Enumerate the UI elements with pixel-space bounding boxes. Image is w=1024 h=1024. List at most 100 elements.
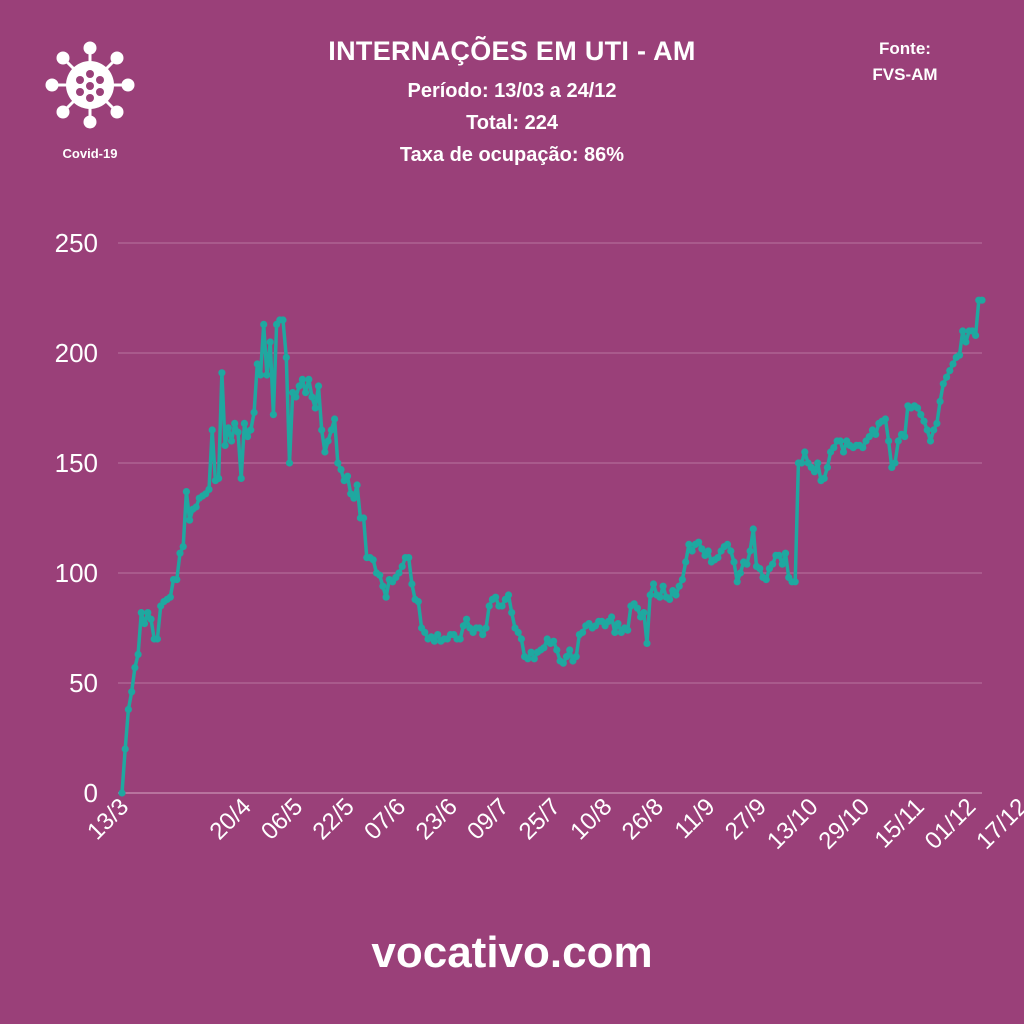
data-point xyxy=(978,296,986,304)
data-point xyxy=(562,653,571,661)
data-point xyxy=(305,375,313,383)
x-tick-label: 11/9 xyxy=(670,793,721,844)
source-name: FVS-AM xyxy=(872,65,938,84)
data-point xyxy=(492,593,500,601)
data-point xyxy=(131,664,139,672)
data-point xyxy=(891,459,899,467)
data-point xyxy=(250,408,258,416)
data-point xyxy=(192,503,200,511)
data-point xyxy=(508,609,516,617)
data-point xyxy=(479,631,487,639)
x-tick-label: 22/5 xyxy=(308,793,360,845)
data-point xyxy=(324,437,332,445)
data-point xyxy=(640,609,648,617)
data-point xyxy=(839,448,848,456)
data-point xyxy=(395,569,403,577)
data-point xyxy=(553,646,561,654)
y-tick-label: 200 xyxy=(55,338,98,368)
data-point xyxy=(327,426,335,434)
data-point xyxy=(121,745,129,753)
data-point xyxy=(237,474,245,482)
data-point xyxy=(756,565,764,573)
data-point xyxy=(550,637,558,645)
data-point xyxy=(682,558,690,566)
data-point xyxy=(269,411,277,419)
data-point xyxy=(186,516,194,524)
data-point xyxy=(579,628,587,637)
data-point xyxy=(398,562,406,571)
data-point xyxy=(923,426,931,434)
data-point xyxy=(704,547,712,555)
data-point xyxy=(182,488,190,496)
data-point xyxy=(221,441,229,449)
data-point xyxy=(672,591,680,599)
data-point xyxy=(695,538,703,546)
data-point xyxy=(504,591,513,599)
data-point xyxy=(140,620,149,628)
data-point xyxy=(727,547,735,555)
data-point xyxy=(733,578,741,586)
data-point xyxy=(118,789,126,797)
data-point xyxy=(298,375,306,383)
data-point xyxy=(939,380,947,388)
data-point xyxy=(369,556,377,564)
data-point xyxy=(666,595,674,604)
data-point xyxy=(218,369,226,377)
data-point xyxy=(743,560,751,568)
data-point xyxy=(865,433,873,441)
data-point xyxy=(231,419,239,427)
data-point xyxy=(517,635,526,643)
y-tick-label: 0 xyxy=(84,778,98,808)
data-point xyxy=(914,404,922,412)
data-point xyxy=(134,650,142,659)
data-point xyxy=(247,426,255,434)
data-point xyxy=(179,543,187,551)
data-point xyxy=(801,448,809,456)
data-point xyxy=(331,415,339,423)
data-point xyxy=(678,576,687,584)
data-point xyxy=(376,571,384,579)
x-tick-label: 29/10 xyxy=(814,793,876,855)
data-point xyxy=(260,320,268,328)
data-point xyxy=(572,653,580,661)
data-point xyxy=(894,437,902,445)
data-point xyxy=(434,631,442,639)
data-point xyxy=(917,411,925,419)
data-point xyxy=(714,554,722,562)
data-point xyxy=(318,426,326,434)
data-point xyxy=(885,437,893,445)
data-point xyxy=(475,624,484,632)
data-point xyxy=(926,437,935,445)
data-point xyxy=(240,419,248,427)
data-point xyxy=(514,628,522,637)
data-point xyxy=(527,648,535,656)
data-point xyxy=(791,578,799,586)
data-point xyxy=(144,609,152,617)
data-point xyxy=(746,547,754,555)
data-point xyxy=(955,351,964,359)
data-point xyxy=(698,545,706,553)
chart-title: INTERNAÇÕES EM UTI - AM xyxy=(328,36,696,66)
data-point xyxy=(405,554,413,562)
data-point xyxy=(624,626,632,634)
data-point xyxy=(798,459,806,467)
data-point xyxy=(308,393,316,401)
data-point xyxy=(292,393,300,401)
data-point xyxy=(688,547,696,555)
x-tick-label: 13/10 xyxy=(762,793,824,855)
x-tick-label: 09/7 xyxy=(462,793,514,845)
data-point xyxy=(943,373,951,381)
data-point xyxy=(778,560,786,568)
data-point xyxy=(611,628,619,637)
data-point xyxy=(498,602,506,610)
source-label: Fonte: xyxy=(879,39,931,58)
data-point xyxy=(930,426,938,434)
data-point xyxy=(153,635,161,643)
period-text: Período: 13/03 a 24/12 xyxy=(407,80,617,102)
y-tick-label: 250 xyxy=(55,228,98,258)
data-point xyxy=(227,437,236,445)
data-point xyxy=(881,415,890,423)
x-tick-label: 10/8 xyxy=(565,793,617,845)
virus-icon xyxy=(40,40,140,130)
data-point xyxy=(659,582,667,590)
